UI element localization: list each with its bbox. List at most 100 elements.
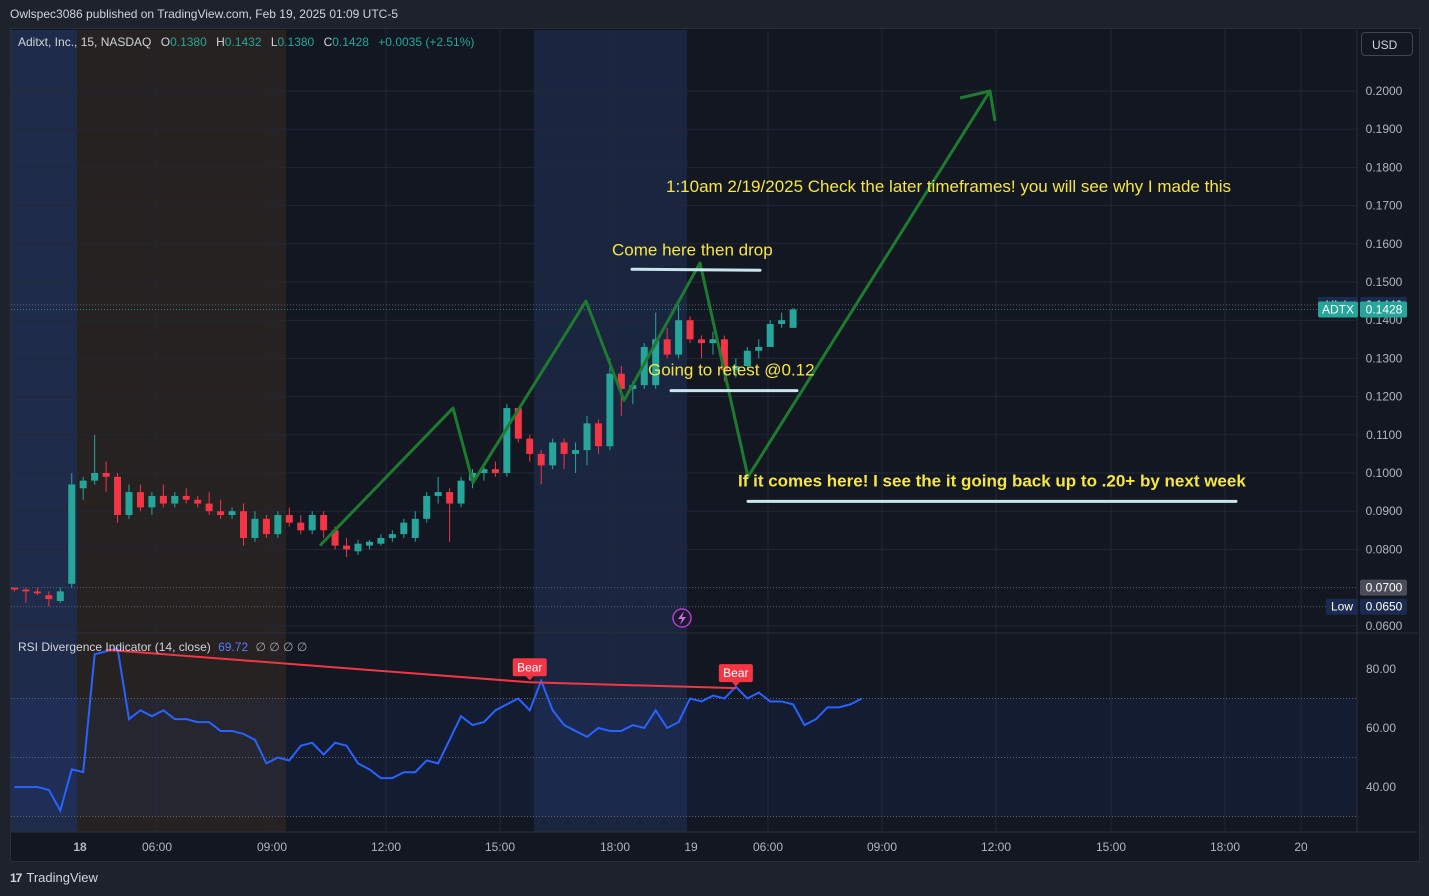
annotation-underline [630,267,762,272]
candle [251,511,259,542]
candle [136,484,144,512]
price-tick-label: 0.1700 [1366,199,1403,213]
low-value: 0.1380 [277,35,315,49]
drawn-arrow-head [959,89,997,122]
rsi-empty-symbols: ∅ ∅ ∅ ∅ [255,640,308,654]
price-tick-label: 0.0600 [1366,619,1403,633]
candle [503,404,511,477]
time-tick-label: 18:00 [1210,840,1240,854]
candle [228,507,236,519]
price-tick-label: 0.2000 [1366,84,1403,98]
footer-brand[interactable]: 17 TradingView [10,870,98,885]
rsi-legend[interactable]: RSI Divergence Indicator (14, close) 69.… [18,640,307,654]
drawn-trend-path [318,90,992,547]
candle [262,515,270,538]
price-tick-label: 0.0900 [1366,504,1403,518]
candle [11,587,18,592]
annotation-text: Come here then drop [612,240,773,259]
candle [22,587,30,603]
candle [114,473,122,523]
symbol-legend[interactable]: Aditxt, Inc., 15, NASDAQ O0.1380 H0.1432… [18,35,474,49]
open-value: 0.1380 [170,35,207,49]
candle [91,434,99,485]
axis-label-text: ADTX [1322,303,1354,317]
candle [320,511,328,538]
candle [171,492,179,508]
rsi-tick-label: 40.00 [1366,780,1396,794]
candle [446,488,454,542]
candle [377,534,385,546]
candle [537,450,545,485]
price-tick-label: 0.1300 [1366,351,1403,365]
candle [365,539,373,550]
axis-label-tag [1318,301,1358,318]
rsi-name[interactable]: RSI Divergence Indicator (14, close) [18,640,211,654]
time-tick-label: 12:00 [371,840,401,854]
tradingview-logo-icon: 17 [10,870,22,885]
bear-marker-pointer [731,682,740,687]
low-label: L [270,35,278,49]
candle [297,515,305,535]
price-tick-label: 0.1800 [1366,160,1403,174]
candle [743,346,751,370]
annotation-text: Going to retest @0.12 [648,361,815,380]
candle [102,461,110,493]
time-tick-label: 06:00 [142,840,172,854]
candle [789,307,797,328]
rsi-tick-label: 60.00 [1366,721,1396,735]
lightning-glyph [678,611,686,625]
axis-label-text: Low [1331,600,1353,614]
candle [79,476,87,500]
candle [411,511,419,542]
candle [354,539,362,556]
candle [583,415,591,466]
annotation-text: 1:10am 2/19/2025 Check the later timefra… [666,177,1231,196]
candle [194,495,202,508]
close-label: C [323,35,333,49]
candle [343,537,351,558]
time-tick-label: 18:00 [600,840,630,854]
candle [766,320,774,347]
high-value: 0.1432 [224,35,262,49]
axis-price-tag [1360,301,1407,318]
candle [434,476,442,504]
candle [652,312,660,389]
time-tick-label: 18 [73,840,87,854]
symbol-name[interactable]: Aditxt, Inc., 15, NASDAQ [18,35,152,49]
axis-price-value: 0.0650 [1366,600,1403,614]
rsi-tick-label: 80.00 [1366,662,1396,676]
bear-marker [718,664,753,683]
candle [606,358,614,451]
currency-button[interactable]: USD [1361,32,1413,56]
candle [709,331,717,355]
candle [217,499,225,519]
bear-marker-pointer [525,676,534,681]
close-value: 0.1428 [332,35,369,49]
axis-price-value: 0.1428 [1366,303,1403,317]
candle [240,503,247,546]
candle [778,312,786,328]
open-label: O [160,35,171,49]
change-value: +0.0035 (+2.51%) [378,35,475,49]
axis-price-value: 0.0700 [1366,581,1403,595]
candle [45,591,53,607]
candle [148,492,156,516]
candle [33,587,41,596]
candle [755,339,763,359]
time-tick-label: 09:00 [867,840,897,854]
high-label: H [216,35,225,49]
candle [560,438,568,470]
bear-divergence-line [529,681,736,690]
time-tick-label: 19 [684,840,698,854]
time-tick-label: 09:00 [257,840,287,854]
candle [572,442,580,473]
candle [274,511,282,538]
brand-name: TradingView [26,870,98,885]
price-tick-label: 0.1600 [1366,237,1403,251]
candle [526,434,534,462]
candle [125,484,133,519]
bear-marker [512,658,547,677]
candle [388,530,396,542]
candle [663,327,671,359]
